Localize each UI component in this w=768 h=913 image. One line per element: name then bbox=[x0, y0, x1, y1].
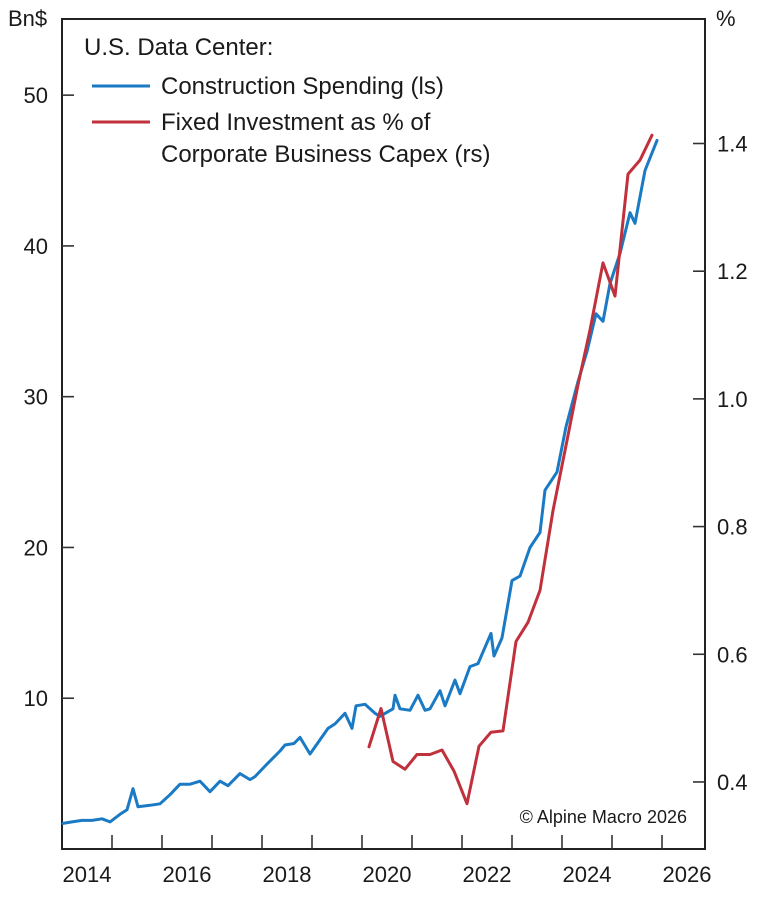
legend-label-fixed-investment-line1: Fixed Investment as % of bbox=[161, 109, 431, 136]
left-tick-label: 30 bbox=[24, 385, 48, 410]
legend-label-fixed-investment-line2: Corporate Business Capex (rs) bbox=[161, 141, 490, 168]
series-line-construction-spending bbox=[61, 138, 659, 825]
x-tick-label: 2014 bbox=[63, 862, 112, 887]
x-tick-label: 2016 bbox=[163, 862, 212, 887]
legend-title: U.S. Data Center: bbox=[84, 34, 273, 61]
right-tick-label: 0.8 bbox=[717, 515, 748, 540]
left-tick-label: 50 bbox=[24, 83, 48, 108]
right-tick-label: 1.4 bbox=[717, 132, 748, 157]
x-tick-label: 2018 bbox=[263, 862, 312, 887]
left-tick-label: 20 bbox=[24, 535, 48, 560]
right-tick-label: 1.0 bbox=[717, 387, 748, 412]
x-tick-label: 2020 bbox=[363, 862, 412, 887]
left-tick-label: 10 bbox=[24, 686, 48, 711]
legend-label-construction-spending: Construction Spending (ls) bbox=[161, 73, 444, 100]
x-tick-label: 2026 bbox=[663, 862, 712, 887]
right-axis: 0.4 0.6 0.8 1.0 1.2 1.4 bbox=[693, 132, 748, 795]
x-tick-label: 2022 bbox=[463, 862, 512, 887]
left-axis: 10 20 30 40 50 bbox=[24, 83, 74, 711]
x-tick-label: 2024 bbox=[563, 862, 612, 887]
left-axis-unit: Bn$ bbox=[8, 6, 47, 31]
right-tick-label: 1.2 bbox=[717, 259, 748, 284]
series-line-fixed-investment-share bbox=[367, 133, 654, 806]
right-tick-label: 0.4 bbox=[717, 770, 748, 795]
right-tick-label: 0.6 bbox=[717, 642, 748, 667]
source-note: © Alpine Macro 2026 bbox=[520, 807, 687, 827]
plot-frame bbox=[61, 18, 706, 850]
x-axis: 2014 2016 2018 2020 2022 2024 2026 bbox=[63, 835, 712, 887]
right-axis-unit: % bbox=[716, 6, 736, 31]
left-tick-label: 40 bbox=[24, 234, 48, 259]
legend: U.S. Data Center: Construction Spending … bbox=[84, 34, 490, 168]
